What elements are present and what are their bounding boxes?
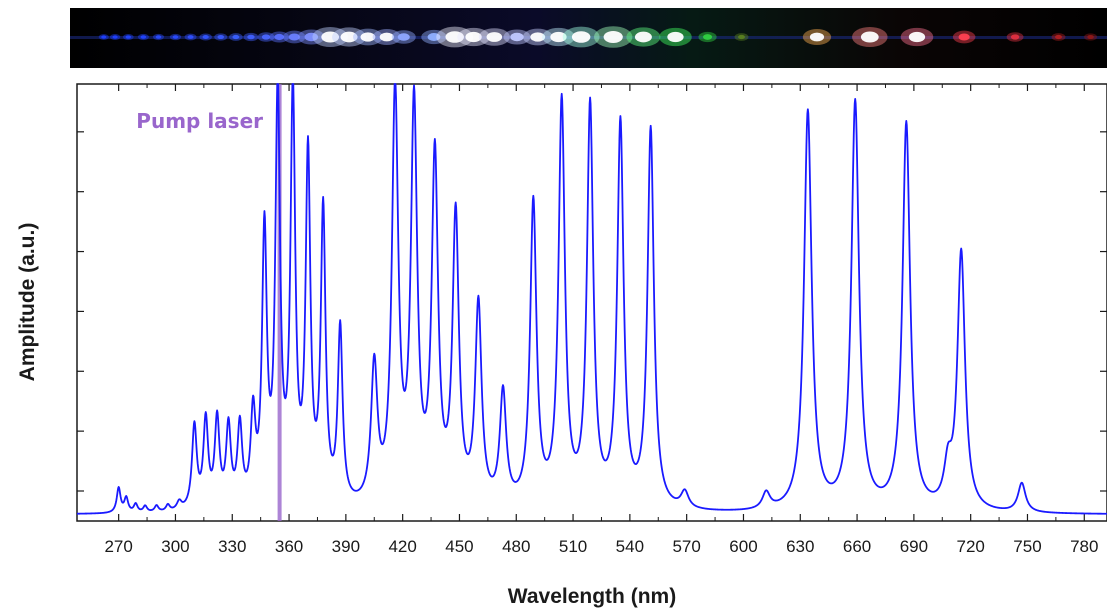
x-tick-labels: 270 300 330 360 390 420 450 480 510 540 570 600 630 6…	[104, 537, 1098, 556]
spectrum-spot	[510, 32, 524, 42]
y-axis-title: Amplitude (a.u.)	[16, 223, 39, 382]
spectrum-spot	[702, 34, 713, 40]
x-tick-label: 480	[502, 537, 530, 556]
x-tick-label: 570	[672, 537, 700, 556]
spectrum-spot	[908, 31, 926, 43]
spectrum-spot	[486, 32, 503, 42]
x-tick-label: 300	[161, 537, 189, 556]
spectrum-spot	[634, 31, 652, 43]
x-tick-label: 330	[218, 537, 246, 556]
x-tick-label: 420	[388, 537, 416, 556]
spectrum-spot	[112, 35, 118, 39]
spectrum-photo-band	[70, 8, 1107, 68]
spectrum-spot	[274, 33, 285, 41]
spectrum-spot	[1087, 34, 1094, 40]
spectrum-spot	[809, 32, 825, 42]
x-tick-label: 360	[275, 537, 303, 556]
spectrum-photo-spots	[98, 26, 1098, 48]
spectrum-spot	[101, 35, 107, 39]
x-tick-label: 780	[1070, 537, 1098, 556]
spectrum-spot	[232, 34, 240, 40]
series-line-amplitude	[76, 83, 1107, 515]
x-tick-label: 660	[843, 537, 871, 556]
x-axis-title: Wavelength (nm)	[508, 585, 676, 608]
spectrum-spot	[125, 35, 131, 39]
spectrum-spot	[360, 32, 376, 42]
spectrum-spot	[321, 31, 340, 43]
x-tick-label: 390	[332, 537, 360, 556]
x-tick-label: 720	[956, 537, 984, 556]
spectrum-spot	[603, 31, 623, 43]
spectrum-spot	[530, 32, 546, 42]
spectrum-spot	[465, 31, 482, 43]
spectrum-spot	[667, 31, 684, 43]
spectrum-spot	[445, 31, 464, 43]
x-tick-label: 450	[445, 537, 473, 556]
x-tick-label: 690	[900, 537, 928, 556]
spectrum-spot	[187, 35, 194, 39]
spectrum-spot	[140, 35, 147, 39]
spectrum-spot	[155, 35, 162, 39]
spectrum-spot	[571, 31, 591, 43]
x-tick-label: 510	[559, 537, 587, 556]
x-tick-label: 270	[104, 537, 132, 556]
spectrum-spot	[261, 34, 271, 40]
pump-laser-label: Pump laser	[136, 109, 263, 133]
spectrum-spot	[379, 32, 394, 42]
spectrum-spot	[738, 34, 745, 40]
spectrum-spot	[427, 33, 441, 41]
x-tick-label: 600	[729, 537, 757, 556]
x-tick-label: 630	[786, 537, 814, 556]
spectrum-spot	[1010, 34, 1020, 40]
spectrum-spot	[172, 35, 179, 39]
spectrum-spot	[247, 34, 255, 40]
spectrum-spot	[304, 32, 319, 42]
axis-ticks	[77, 84, 1107, 521]
spectrum-spot	[958, 33, 970, 41]
spectrum-spot	[340, 31, 358, 43]
spectrum-spot	[1055, 34, 1062, 40]
spectrum-spot	[202, 35, 209, 39]
x-tick-label: 540	[616, 537, 644, 556]
spectrum-spot	[860, 31, 879, 43]
spectrum-spot	[288, 33, 300, 41]
spectrum-spot	[217, 34, 225, 40]
spectrum-spot	[550, 31, 567, 43]
spectrum-spot	[397, 33, 410, 41]
x-tick-label: 750	[1013, 537, 1041, 556]
